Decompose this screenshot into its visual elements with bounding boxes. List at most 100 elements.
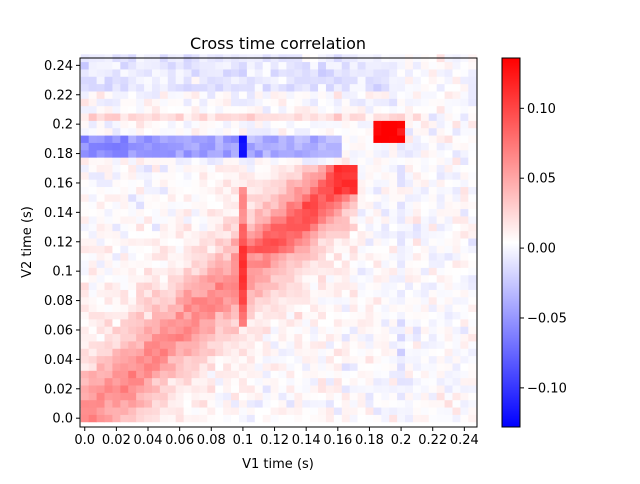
heatmap-cell bbox=[357, 377, 366, 386]
heatmap-cell bbox=[207, 341, 216, 349]
heatmap-cell bbox=[270, 135, 279, 143]
heatmap-cell bbox=[428, 289, 438, 298]
heatmap-cell bbox=[151, 282, 161, 290]
heatmap-cell bbox=[389, 311, 398, 320]
heatmap-cell bbox=[381, 98, 390, 107]
heatmap-cell bbox=[310, 157, 319, 165]
heatmap-cell bbox=[468, 61, 477, 70]
heatmap-cell bbox=[294, 216, 303, 224]
heatmap-cell bbox=[183, 355, 192, 364]
heatmap-cell bbox=[468, 91, 477, 99]
heatmap-cell bbox=[80, 120, 90, 129]
heatmap-cell bbox=[349, 311, 358, 320]
heatmap-cell bbox=[310, 105, 319, 114]
heatmap-cell bbox=[365, 274, 374, 283]
heatmap-cell bbox=[452, 127, 461, 136]
heatmap-cell bbox=[318, 98, 327, 107]
heatmap-cell bbox=[381, 289, 390, 298]
heatmap-cell bbox=[412, 245, 422, 254]
heatmap-cell bbox=[80, 348, 90, 357]
heatmap-cell bbox=[96, 245, 105, 254]
heatmap-cell bbox=[373, 326, 382, 335]
heatmap-cell bbox=[246, 377, 256, 386]
heatmap-cell bbox=[144, 399, 153, 408]
heatmap-cell bbox=[333, 333, 343, 342]
heatmap-cell bbox=[96, 98, 105, 107]
heatmap-cell bbox=[128, 414, 137, 423]
heatmap-cell bbox=[128, 377, 137, 386]
heatmap-cell bbox=[191, 171, 200, 180]
heatmap-cell bbox=[333, 83, 343, 92]
heatmap-cell bbox=[389, 98, 398, 107]
heatmap-cell bbox=[405, 333, 414, 342]
heatmap-cell bbox=[286, 201, 295, 210]
heatmap-cell bbox=[104, 76, 113, 85]
heatmap-cell bbox=[286, 157, 295, 165]
heatmap-cell bbox=[80, 311, 90, 320]
heatmap-cell bbox=[207, 76, 216, 85]
heatmap-cell bbox=[373, 142, 382, 151]
heatmap-cell bbox=[452, 216, 461, 224]
heatmap-cell bbox=[444, 186, 453, 195]
heatmap-cell bbox=[460, 296, 469, 305]
heatmap-cell bbox=[231, 296, 240, 305]
heatmap-cell bbox=[294, 289, 303, 298]
colorbar-tick-label: −0.10 bbox=[527, 381, 567, 396]
heatmap-cell bbox=[175, 414, 184, 423]
heatmap-cell bbox=[191, 407, 200, 415]
heatmap-cell bbox=[231, 120, 240, 129]
heatmap-cell bbox=[310, 142, 319, 151]
heatmap-cell bbox=[349, 318, 358, 327]
heatmap-cell bbox=[365, 149, 374, 158]
heatmap-cell bbox=[302, 105, 311, 114]
heatmap-cell bbox=[310, 223, 319, 232]
heatmap-cell bbox=[112, 98, 121, 107]
heatmap-cell bbox=[333, 260, 343, 268]
heatmap-cell bbox=[191, 385, 200, 393]
heatmap-cell bbox=[215, 208, 224, 217]
heatmap-cell bbox=[191, 98, 200, 107]
heatmap-cell bbox=[420, 414, 430, 423]
heatmap-cell bbox=[223, 179, 232, 188]
heatmap-cell bbox=[238, 193, 248, 202]
heatmap-cell bbox=[468, 142, 477, 151]
heatmap-cell bbox=[318, 392, 327, 401]
heatmap-cell bbox=[175, 399, 184, 408]
heatmap-cell bbox=[128, 289, 137, 298]
heatmap-cell bbox=[120, 105, 129, 114]
heatmap-cell bbox=[191, 208, 200, 217]
y-tick-label: 0.22 bbox=[44, 88, 73, 103]
heatmap-cell bbox=[341, 127, 351, 136]
heatmap-cell bbox=[175, 252, 184, 261]
heatmap-cell bbox=[144, 252, 153, 261]
heatmap-cell bbox=[318, 230, 327, 239]
heatmap-cell bbox=[175, 326, 184, 335]
heatmap-cell bbox=[444, 348, 453, 357]
heatmap-cell bbox=[128, 135, 137, 143]
heatmap-cell bbox=[389, 223, 398, 232]
heatmap-cell bbox=[444, 407, 453, 415]
heatmap-cell bbox=[341, 164, 351, 173]
heatmap-cell bbox=[397, 296, 406, 305]
heatmap-cell bbox=[104, 149, 113, 158]
heatmap-cell bbox=[460, 267, 469, 276]
heatmap-cell bbox=[357, 370, 366, 379]
heatmap-cell bbox=[420, 311, 430, 320]
heatmap-cell bbox=[238, 274, 248, 283]
heatmap-cell bbox=[325, 69, 335, 77]
heatmap-cell bbox=[120, 385, 129, 393]
heatmap-cell bbox=[262, 179, 271, 188]
heatmap-cell bbox=[460, 407, 469, 415]
heatmap-cell bbox=[310, 407, 319, 415]
heatmap-cell bbox=[365, 407, 374, 415]
heatmap-cell bbox=[349, 223, 358, 232]
heatmap-cell bbox=[444, 208, 453, 217]
heatmap-cell bbox=[278, 223, 287, 232]
heatmap-cell bbox=[270, 282, 279, 290]
heatmap-cell bbox=[262, 267, 271, 276]
heatmap-cell bbox=[215, 69, 224, 77]
heatmap-cell bbox=[223, 149, 232, 158]
heatmap-cell bbox=[397, 414, 406, 423]
heatmap-cell bbox=[175, 385, 184, 393]
heatmap-cell bbox=[294, 186, 303, 195]
